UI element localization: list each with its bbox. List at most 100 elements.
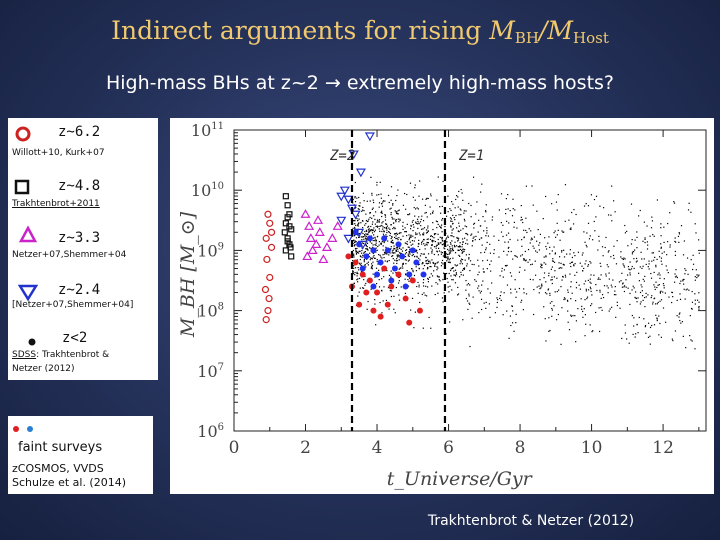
sdss-point	[644, 325, 647, 327]
sdss-point	[470, 216, 472, 218]
sdss-point	[408, 259, 410, 261]
plot-panel: 0 2 4 6 8 10 12 106 107 108 109 1010 1011 Z=2 Z=1 t_Uni…	[170, 118, 714, 494]
sdss-point	[392, 272, 394, 274]
sdss-point	[455, 273, 458, 275]
sdss-point	[381, 205, 384, 207]
sdss-point	[569, 262, 571, 265]
sdss-point	[414, 208, 417, 210]
sdss-point	[480, 225, 482, 227]
sdss-point	[669, 246, 671, 248]
sdss-point	[455, 195, 458, 197]
sdss-point	[524, 269, 526, 271]
sdss-point	[606, 285, 608, 287]
sdss-point	[355, 250, 357, 252]
sdss-point	[408, 250, 411, 252]
sdss-point	[653, 271, 655, 274]
sdss-point	[393, 248, 395, 250]
sdss-point	[649, 326, 652, 329]
sdss-link[interactable]: SDSS	[12, 350, 37, 360]
sdss-point	[487, 235, 490, 237]
sdss-point	[372, 244, 374, 246]
sdss-point	[584, 241, 586, 243]
sdss-point	[458, 214, 460, 216]
sdss-point	[642, 265, 644, 267]
sdss-point	[665, 321, 667, 323]
sdss-point	[392, 204, 394, 206]
sdss-point	[378, 254, 380, 256]
sdss-point	[575, 213, 577, 216]
sdss-point	[538, 292, 540, 294]
sdss-point	[460, 229, 462, 231]
sdss-point	[458, 190, 460, 193]
sdss-point	[648, 268, 650, 270]
sdss-point	[523, 259, 525, 261]
sdss-point	[423, 227, 426, 229]
sdss-point	[459, 208, 461, 210]
sdss-point	[656, 199, 659, 201]
sdss-point	[414, 187, 416, 189]
sdss-point	[383, 256, 385, 259]
sdss-point	[372, 201, 375, 204]
sdss-point	[468, 258, 470, 260]
sdss-point	[422, 233, 424, 235]
sdss-point	[433, 237, 435, 239]
sdss-point	[375, 225, 377, 228]
sdss-point	[574, 254, 576, 257]
faint-surveys-red-point	[402, 295, 409, 302]
sdss-point	[637, 332, 639, 334]
sdss-point	[489, 252, 492, 254]
faint-line2: Schulze et al. (2014)	[12, 476, 127, 489]
sdss-point	[503, 269, 506, 271]
sdss-point	[648, 263, 650, 265]
sdss-point	[478, 290, 480, 292]
sdss-point	[548, 236, 550, 238]
sdss-point	[458, 230, 460, 233]
sdss-point	[473, 263, 475, 266]
sdss-point	[375, 247, 377, 249]
sdss-point	[393, 233, 396, 235]
sdss-point	[353, 267, 355, 269]
sdss-point	[683, 288, 685, 290]
sdss-point	[597, 249, 599, 251]
sdss-point	[606, 264, 608, 266]
sdss-point	[441, 262, 443, 264]
sdss-point	[520, 219, 522, 221]
sdss-point	[369, 216, 371, 219]
legend-ref-zlt2-rest: : Trakhtenbrot &	[36, 350, 110, 360]
sdss-point	[632, 285, 634, 287]
sdss-point	[370, 288, 372, 290]
sdss-point	[454, 241, 456, 243]
sdss-point	[399, 267, 401, 269]
sdss-point	[365, 219, 368, 222]
sdss-point	[386, 225, 389, 227]
sdss-point	[643, 258, 645, 260]
sdss-point	[663, 287, 665, 289]
sdss-point	[430, 193, 432, 195]
sdss-point	[364, 235, 366, 237]
sdss-point	[410, 235, 412, 237]
sdss-point	[378, 228, 380, 230]
sdss-point	[437, 267, 439, 269]
sdss-point	[355, 224, 357, 227]
sdss-point	[423, 253, 426, 255]
sdss-point	[390, 295, 393, 298]
sdss-point	[400, 252, 402, 255]
sdss-point	[544, 237, 546, 239]
sdss-point	[609, 308, 611, 310]
sdss-point	[425, 257, 427, 259]
sdss-point	[450, 220, 452, 222]
sdss-point	[464, 225, 466, 227]
sdss-point	[390, 248, 392, 250]
y-tick-label: 108	[197, 302, 224, 321]
sdss-point	[478, 285, 480, 287]
sdss-point	[374, 223, 376, 225]
sdss-point	[646, 225, 648, 227]
sdss-point	[374, 276, 376, 278]
sdss-point	[357, 278, 359, 280]
sdss-point	[445, 238, 447, 240]
sdss-point	[682, 254, 685, 256]
sdss-point	[365, 244, 367, 247]
sdss-point	[514, 288, 516, 290]
sdss-point	[561, 251, 563, 253]
sdss-point	[372, 273, 374, 275]
